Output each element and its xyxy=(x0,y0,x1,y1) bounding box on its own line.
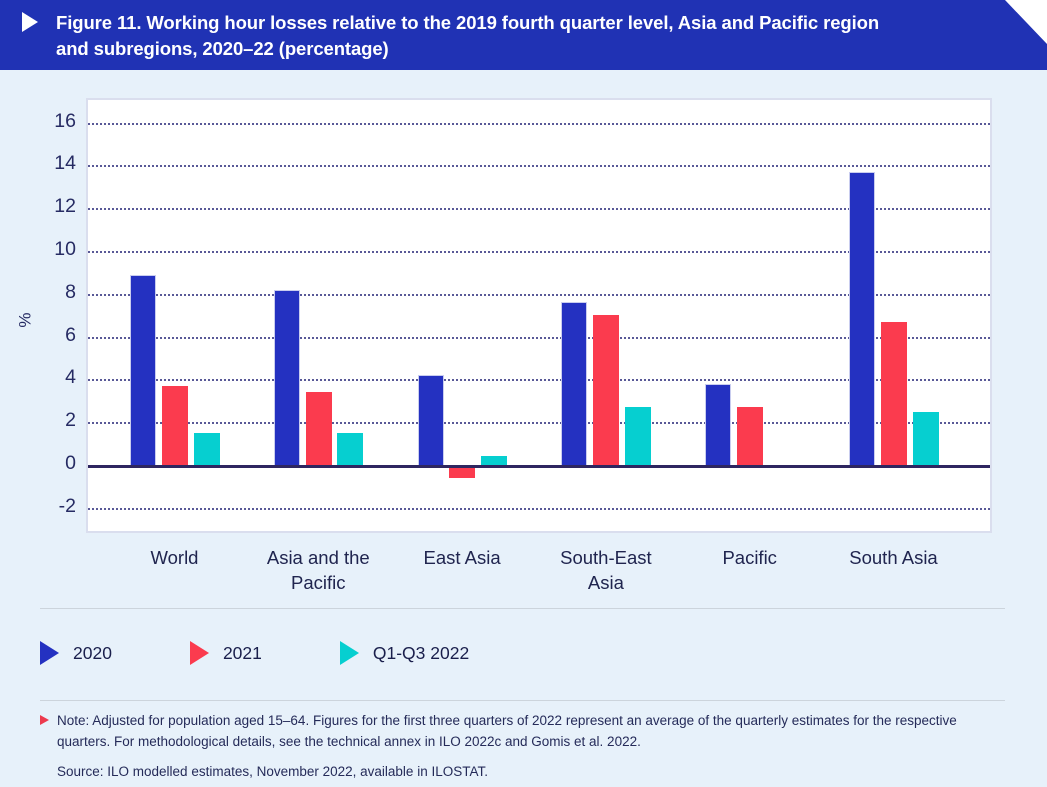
source-text: Source: ILO modelled estimates, November… xyxy=(57,763,488,779)
x-label-east-asia: East Asia xyxy=(423,547,501,568)
bar-asia-and-the-pacific-q1-q3-2022 xyxy=(337,432,364,465)
gridline-8 xyxy=(88,293,990,296)
legend-item-2020: 2020 xyxy=(40,641,112,665)
bar-world-2021 xyxy=(161,385,188,465)
gridline-6 xyxy=(88,336,990,339)
note-row: Note: Adjusted for population aged 15–64… xyxy=(40,711,1005,753)
y-tick-label-10: 10 xyxy=(54,238,76,260)
bar-asia-and-the-pacific-2021 xyxy=(305,392,332,465)
bar-asia-and-the-pacific-2020 xyxy=(273,289,300,465)
bar-south-east-asia-2020 xyxy=(561,302,588,465)
bar-south-east-asia-2021 xyxy=(593,315,620,465)
legend-label-2020: 2020 xyxy=(73,642,112,663)
y-tick-label--2: -2 xyxy=(58,494,76,517)
gridline-16 xyxy=(88,122,990,125)
legend-item-2021: 2021 xyxy=(189,641,262,665)
gridline-12 xyxy=(88,208,990,211)
bar-south-asia-2021 xyxy=(880,321,907,465)
x-axis-zero-line xyxy=(88,465,990,468)
legend: 2020 2021 Q1-Q3 2022 xyxy=(40,638,469,668)
bar-pacific-2020 xyxy=(705,383,732,465)
gridline-10 xyxy=(88,251,990,253)
figure-title: Figure 11. Working hour losses relative … xyxy=(56,10,879,63)
bar-south-asia-2020 xyxy=(849,171,875,465)
x-label-south-east-asia: South-East Asia xyxy=(560,547,652,593)
note-text: Note: Adjusted for population aged 15–64… xyxy=(57,713,957,749)
figure-title-line1: Figure 11. Working hour losses relative … xyxy=(56,12,880,33)
y-tick-label-14: 14 xyxy=(54,152,76,175)
divider-above-note xyxy=(40,700,1005,701)
bar-pacific-2021 xyxy=(736,407,763,465)
gridline-2 xyxy=(88,422,990,425)
legend-triangle-icon-2021 xyxy=(189,641,209,665)
bar-east-asia-q1-q3-2022 xyxy=(481,456,508,465)
y-tick-label-16: 16 xyxy=(54,109,76,132)
divider-above-legend xyxy=(40,608,1005,609)
gridline--2 xyxy=(88,507,990,510)
x-label-world: World xyxy=(150,547,199,568)
footnote-block: Note: Adjusted for population aged 15–64… xyxy=(40,711,1005,782)
figure-marker-triangle-icon xyxy=(22,12,38,32)
bar-world-2020 xyxy=(130,274,156,465)
x-label-asia-and-the-pacific: Asia and the Pacific xyxy=(266,547,370,593)
x-label-pacific: Pacific xyxy=(722,547,777,568)
bar-world-q1-q3-2022 xyxy=(193,432,220,465)
x-label-south-asia: South Asia xyxy=(849,547,938,568)
legend-triangle-icon-q1-q3-2022 xyxy=(339,641,359,665)
y-tick-label-8: 8 xyxy=(65,280,76,303)
y-tick-label-2: 2 xyxy=(65,409,76,432)
figure-title-line2: and subregions, 2020–22 (percentage) xyxy=(56,38,389,60)
legend-label-q1-q3-2022: Q1-Q3 2022 xyxy=(372,642,470,663)
y-tick-label-6: 6 xyxy=(65,323,76,346)
figure-body: % 2020 2021 Q1-Q3 2022 Note: Adjusted for … xyxy=(0,70,1047,787)
plot-area xyxy=(86,98,992,533)
legend-label-2021: 2021 xyxy=(222,642,262,663)
note-bullet-triangle-icon xyxy=(40,715,49,725)
bar-south-east-asia-q1-q3-2022 xyxy=(624,407,651,465)
y-tick-label-0: 0 xyxy=(65,452,76,474)
figure-header-banner: Figure 11. Working hour losses relative … xyxy=(0,0,1047,70)
y-tick-label-12: 12 xyxy=(54,195,76,218)
legend-triangle-icon-2020 xyxy=(40,641,59,665)
gridline-14 xyxy=(88,165,990,168)
bar-east-asia-2020 xyxy=(417,375,444,465)
legend-item-q1-q3-2022: Q1-Q3 2022 xyxy=(339,641,470,665)
gridline-4 xyxy=(88,379,990,382)
bar-east-asia-2021 xyxy=(449,467,476,478)
bar-south-asia-q1-q3-2022 xyxy=(912,411,939,465)
y-tick-label-4: 4 xyxy=(65,366,76,389)
